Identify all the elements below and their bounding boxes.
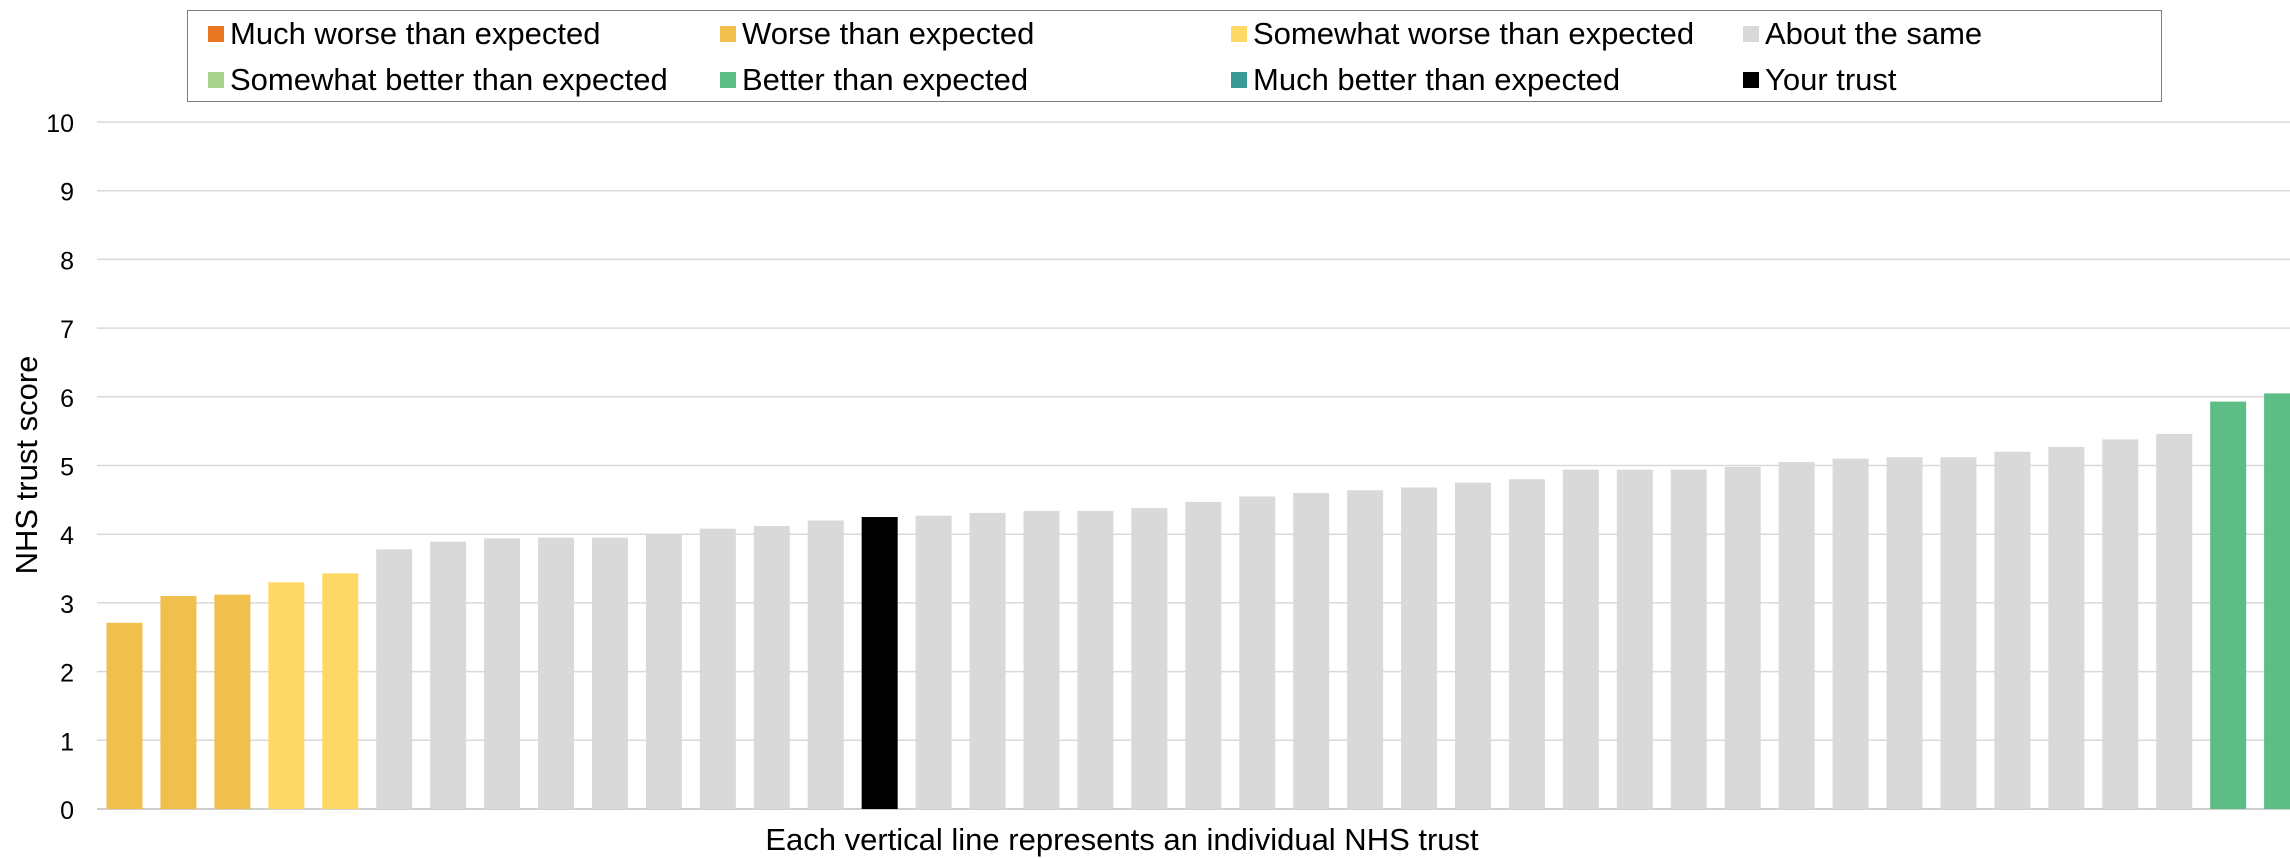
bar xyxy=(1616,469,1653,809)
y-tick-label: 3 xyxy=(60,591,74,619)
y-axis-label: NHS trust score xyxy=(9,355,44,575)
y-tick-label: 9 xyxy=(60,179,74,207)
bar xyxy=(2048,446,2085,809)
legend-item-much-worse: Much worse than expected xyxy=(208,14,601,54)
bar xyxy=(645,534,682,809)
bar xyxy=(1508,479,1545,809)
bar xyxy=(1562,469,1599,809)
legend-swatch-worse xyxy=(720,26,736,42)
bar xyxy=(1185,501,1222,809)
y-tick-label: 7 xyxy=(60,316,74,344)
legend-item-your-trust: Your trust xyxy=(1743,60,1897,100)
legend-label: Worse than expected xyxy=(742,16,1035,51)
bar xyxy=(1077,510,1114,809)
legend-swatch-somewhat-worse xyxy=(1231,26,1247,42)
bar xyxy=(1724,466,1761,809)
bar xyxy=(1670,469,1707,809)
bar xyxy=(1239,496,1276,809)
bar xyxy=(1455,482,1491,809)
bar xyxy=(861,517,898,809)
y-tick-label: 2 xyxy=(60,660,74,688)
bar xyxy=(699,528,736,809)
legend-swatch-somewhat-better xyxy=(208,72,224,88)
legend-label: Much better than expected xyxy=(1253,62,1621,97)
bar xyxy=(1023,510,1060,809)
legend-swatch-much-better xyxy=(1231,72,1247,88)
bar xyxy=(376,549,413,809)
legend-swatch-about-same xyxy=(1743,26,1759,42)
bar xyxy=(268,582,305,809)
legend-swatch-much-worse xyxy=(208,26,224,42)
bar xyxy=(1994,451,2031,809)
y-tick-label: 4 xyxy=(60,522,74,550)
bar xyxy=(1886,457,1923,809)
bar xyxy=(915,515,952,809)
bar xyxy=(753,525,790,809)
legend-item-somewhat-better: Somewhat better than expected xyxy=(208,60,668,100)
legend-item-worse: Worse than expected xyxy=(720,14,1034,54)
legend-label: About the same xyxy=(1765,16,1983,51)
x-axis-label: Each vertical line represents an individ… xyxy=(765,822,1479,857)
bar xyxy=(969,512,1006,809)
y-tick-label: 1 xyxy=(60,728,74,756)
bar xyxy=(2264,393,2290,809)
bar xyxy=(2210,401,2247,809)
y-tick-label: 10 xyxy=(46,110,74,138)
legend-label: Your trust xyxy=(1765,62,1897,97)
legend-swatch-better xyxy=(720,72,736,88)
bar xyxy=(2156,433,2193,809)
bar xyxy=(322,573,359,809)
bar xyxy=(1293,492,1330,809)
bar xyxy=(106,622,143,809)
bar xyxy=(1401,487,1438,809)
bar xyxy=(160,596,197,809)
bar xyxy=(807,520,844,809)
legend-label: Somewhat worse than expected xyxy=(1253,16,1695,51)
y-tick-label: 8 xyxy=(60,247,74,275)
bar xyxy=(1778,462,1815,809)
legend-item-somewhat-worse: Somewhat worse than expected xyxy=(1231,14,1694,54)
bar xyxy=(1347,490,1384,809)
legend: Much worse than expected Worse than expe… xyxy=(187,10,2162,102)
bar xyxy=(538,537,575,809)
legend-label: Better than expected xyxy=(742,62,1029,97)
y-tick-label: 6 xyxy=(60,385,74,413)
bar xyxy=(430,541,467,809)
legend-item-about-same: About the same xyxy=(1743,14,1982,54)
legend-label: Somewhat better than expected xyxy=(230,62,668,97)
bar xyxy=(1131,508,1168,809)
bar xyxy=(591,537,628,809)
legend-label: Much worse than expected xyxy=(230,16,601,51)
legend-item-much-better: Much better than expected xyxy=(1231,60,1620,100)
bar xyxy=(1832,458,1869,809)
bar xyxy=(1940,457,1977,809)
bar xyxy=(484,538,521,809)
y-tick-label: 0 xyxy=(60,797,74,825)
bar xyxy=(2102,439,2139,809)
legend-item-better: Better than expected xyxy=(720,60,1028,100)
legend-swatch-your-trust xyxy=(1743,72,1759,88)
y-tick-label: 5 xyxy=(60,454,74,482)
bar xyxy=(214,594,251,809)
